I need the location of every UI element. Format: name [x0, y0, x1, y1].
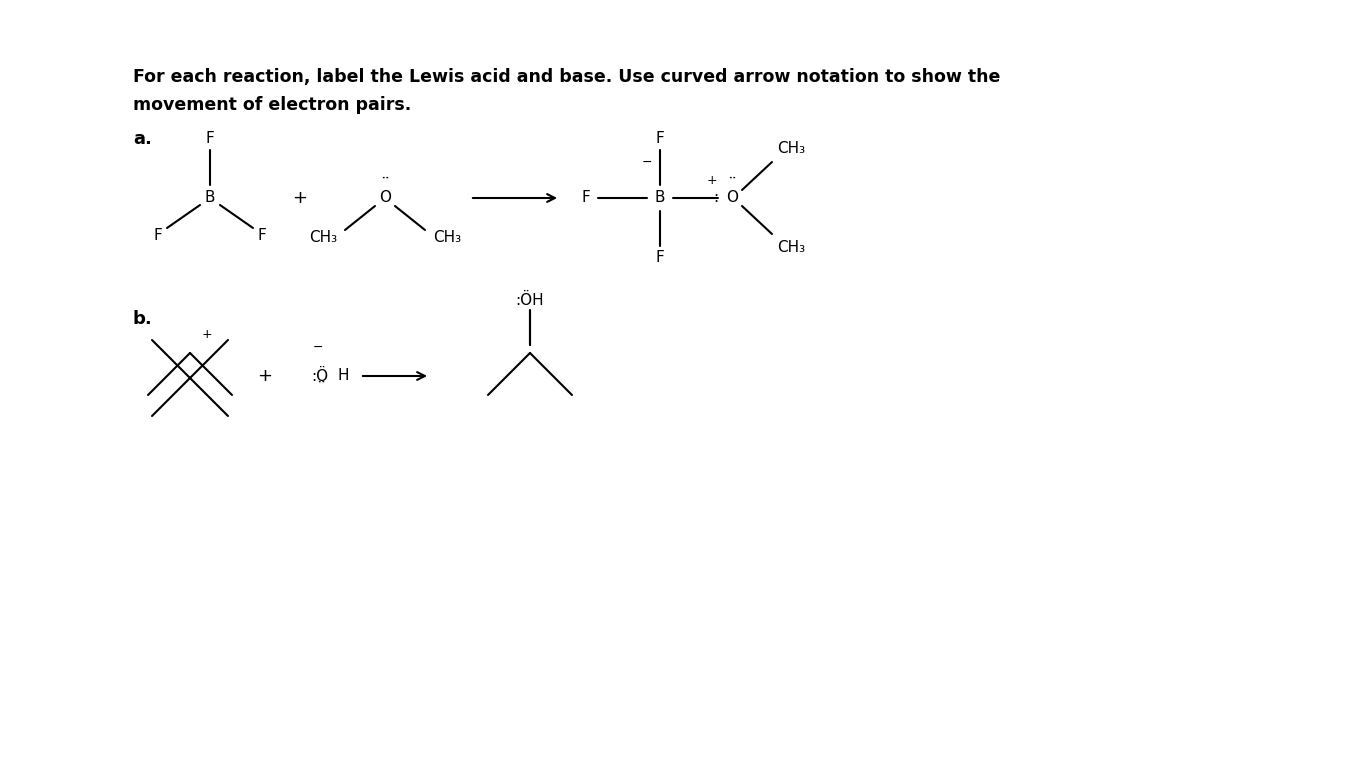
- Text: F: F: [258, 229, 266, 243]
- Text: B: B: [205, 190, 216, 206]
- Text: :ÖH: :ÖH: [516, 293, 544, 308]
- Text: +: +: [706, 174, 717, 187]
- Text: B: B: [654, 190, 665, 206]
- Text: +: +: [202, 328, 213, 341]
- Text: +: +: [292, 189, 307, 207]
- Text: ¨: ¨: [317, 380, 325, 398]
- Text: O: O: [378, 190, 391, 206]
- Text: F: F: [656, 131, 664, 146]
- Text: CH₃: CH₃: [777, 141, 805, 156]
- Text: −: −: [642, 155, 652, 168]
- Text: For each reaction, label the Lewis acid and base. Use curved arrow notation to s: For each reaction, label the Lewis acid …: [133, 68, 1000, 86]
- Text: F: F: [153, 229, 163, 243]
- Text: O: O: [725, 190, 738, 206]
- Text: :: :: [713, 190, 719, 206]
- Text: movement of electron pairs.: movement of electron pairs.: [133, 96, 411, 114]
- Text: :Ö: :Ö: [311, 369, 329, 383]
- Text: +: +: [258, 367, 272, 385]
- Text: CH₃: CH₃: [309, 230, 337, 246]
- Text: b.: b.: [133, 310, 153, 328]
- Text: F: F: [582, 190, 590, 206]
- Text: −: −: [313, 341, 324, 354]
- Text: F: F: [656, 250, 664, 265]
- Text: H: H: [337, 369, 350, 383]
- Text: CH₃: CH₃: [777, 240, 805, 255]
- Text: F: F: [206, 131, 214, 146]
- Text: CH₃: CH₃: [433, 230, 462, 246]
- Text: ¨: ¨: [728, 176, 736, 194]
- Text: ¨: ¨: [381, 176, 389, 194]
- Text: a.: a.: [133, 130, 152, 148]
